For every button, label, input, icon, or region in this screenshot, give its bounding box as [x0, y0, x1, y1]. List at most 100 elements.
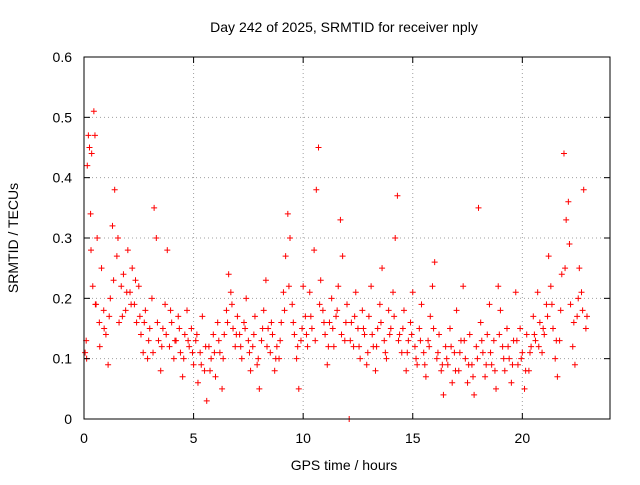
- x-axis-label: GPS time / hours: [291, 457, 398, 473]
- data-point: [264, 343, 271, 350]
- data-point: [475, 204, 482, 211]
- data-point: [154, 319, 161, 326]
- data-point: [422, 373, 429, 380]
- data-point: [308, 325, 315, 332]
- data-point: [110, 277, 117, 284]
- data-point: [569, 343, 576, 350]
- data-point: [408, 331, 415, 338]
- data-point: [575, 295, 582, 302]
- y-axis-label: SRMTID / TECUs: [5, 183, 21, 293]
- data-point: [223, 307, 230, 314]
- data-point: [474, 355, 481, 362]
- y-tick-label: 0: [64, 411, 72, 427]
- data-point: [466, 331, 473, 338]
- data-point: [247, 367, 254, 374]
- data-point: [153, 235, 160, 241]
- data-point: [338, 331, 345, 338]
- data-point: [181, 331, 188, 338]
- data-point: [562, 265, 569, 272]
- data-point: [483, 361, 490, 368]
- data-point: [212, 373, 219, 380]
- data-point: [85, 132, 92, 139]
- grid-layer: [84, 57, 610, 419]
- data-point: [230, 325, 237, 332]
- data-point: [532, 337, 539, 344]
- data-point: [237, 343, 244, 350]
- data-point: [91, 132, 98, 139]
- plot-frame: [83, 56, 611, 420]
- data-point: [519, 349, 526, 356]
- data-point: [129, 265, 136, 272]
- data-point: [269, 331, 276, 338]
- data-point: [431, 259, 438, 266]
- data-point: [224, 319, 231, 326]
- data-point: [479, 349, 486, 356]
- data-point: [243, 295, 250, 302]
- data-point: [554, 373, 561, 380]
- data-point: [258, 337, 265, 344]
- data-point: [133, 319, 140, 326]
- data-point: [386, 331, 393, 338]
- data-point: [120, 271, 127, 278]
- data-point: [560, 150, 567, 157]
- data-point: [567, 301, 574, 308]
- data-point: [210, 331, 217, 338]
- data-point: [501, 367, 508, 374]
- data-point: [240, 319, 247, 326]
- data-point: [503, 325, 510, 332]
- data-point: [505, 343, 512, 350]
- data-point: [159, 325, 166, 332]
- data-point: [96, 343, 103, 350]
- data-point: [316, 301, 323, 308]
- data-point: [383, 355, 390, 362]
- data-point: [465, 361, 472, 368]
- data-point: [324, 361, 331, 368]
- data-point: [234, 313, 241, 320]
- data-point: [192, 337, 199, 344]
- data-point: [404, 349, 411, 356]
- data-point: [211, 349, 218, 356]
- data-point: [558, 271, 565, 278]
- data-point: [470, 373, 477, 380]
- data-point: [136, 313, 143, 320]
- data-point: [430, 325, 437, 332]
- data-point: [351, 313, 358, 320]
- data-point: [460, 283, 467, 290]
- data-point: [238, 355, 245, 362]
- data-point: [256, 385, 263, 392]
- data-point: [144, 355, 151, 362]
- data-point: [541, 331, 548, 338]
- data-point: [116, 319, 123, 326]
- data-point: [303, 331, 310, 338]
- data-point: [214, 319, 221, 326]
- x-axis-ticks: 0 5 10 15 20: [80, 57, 530, 446]
- data-point: [333, 313, 340, 320]
- data-point: [122, 307, 129, 314]
- data-point: [311, 247, 318, 254]
- data-point: [411, 343, 418, 350]
- data-point: [381, 337, 388, 344]
- data-point: [251, 313, 258, 320]
- data-point: [328, 295, 335, 302]
- data-point: [374, 325, 381, 332]
- data-point: [201, 367, 208, 374]
- data-point: [409, 289, 416, 296]
- data-point: [284, 210, 291, 217]
- data-point: [186, 343, 193, 350]
- data-point: [267, 349, 274, 356]
- data-point: [484, 331, 491, 338]
- data-point: [350, 343, 357, 350]
- data-point: [521, 385, 528, 392]
- data-point: [439, 361, 446, 368]
- x-tick-label: 0: [80, 430, 88, 446]
- data-point: [94, 235, 101, 241]
- data-point: [302, 313, 309, 320]
- data-point: [578, 289, 585, 296]
- data-point: [273, 343, 280, 350]
- data-point: [447, 325, 454, 332]
- x-tick-label: 20: [515, 430, 531, 446]
- data-point: [508, 379, 515, 386]
- data-point: [442, 343, 449, 350]
- data-point: [495, 283, 502, 290]
- data-point: [576, 265, 583, 272]
